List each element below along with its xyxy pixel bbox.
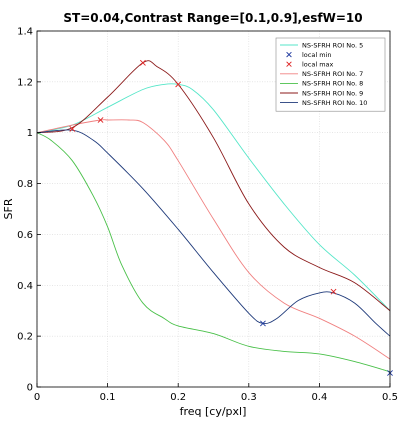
y-tick-label: 0.8 (17, 179, 33, 190)
local-max-marker (97, 117, 104, 123)
legend-entry: NS-SFRH ROI No. 8 (280, 80, 363, 88)
x-axis-label: freq [cy/pxl] (180, 405, 247, 418)
series-line-roi-9 (36, 60, 391, 312)
y-axis-label: SFR (2, 198, 15, 219)
plot-area-frame (36, 30, 391, 388)
local-max-marker (330, 288, 337, 295)
chart-title: ST=0.04,Contrast Range=[0.1,0.9],esfW=10 (63, 11, 362, 25)
x-tick-label: 0.4 (311, 392, 327, 403)
y-tick-label: 0.4 (17, 281, 33, 292)
x-tick-label: 0.1 (100, 392, 116, 403)
series-line-roi-7 (36, 119, 391, 360)
local-max-marker (175, 81, 182, 88)
legend-entry: local min (286, 51, 331, 59)
legend-label: local min (302, 51, 331, 59)
x-tick-label: 0 (34, 392, 40, 403)
x-tick-label: 0.2 (170, 392, 186, 403)
marker-layer (69, 59, 393, 376)
series-line-roi-5 (36, 83, 391, 312)
legend-label: NS-SFRH ROI No. 5 (302, 41, 363, 49)
legend-marker-swatch (286, 61, 292, 67)
local-max-marker (139, 59, 146, 66)
legend-entry: local max (286, 61, 334, 69)
legend-box (275, 37, 386, 112)
legend-entry: NS-SFRH ROI No. 9 (280, 89, 363, 97)
y-tick-label: 0.2 (17, 332, 33, 343)
y-tick-label: 1 (27, 128, 33, 139)
legend-label: NS-SFRH ROI No. 8 (302, 80, 363, 88)
legend-label: NS-SFRH ROI No. 7 (302, 70, 363, 78)
series-line-roi-8 (36, 132, 391, 373)
legend-marker-swatch (286, 51, 292, 58)
x-tick-label: 0.3 (241, 392, 257, 403)
legend-entry: NS-SFRH ROI No. 7 (280, 70, 363, 78)
y-tick-label: 0 (27, 383, 33, 394)
y-tick-label: 1.2 (17, 77, 33, 88)
legend-entry: NS-SFRH ROI No. 10 (280, 99, 367, 107)
series-layer (36, 60, 391, 373)
x-tick-label: 0.5 (382, 392, 398, 403)
y-tick-label: 1.4 (17, 27, 33, 38)
y-tick-label: 0.6 (17, 230, 33, 241)
legend-label: local max (302, 61, 334, 69)
legend-entry: NS-SFRH ROI No. 5 (280, 41, 363, 49)
local-max-marker (69, 125, 76, 132)
series-line-roi-10 (36, 129, 391, 337)
legend-label: NS-SFRH ROI No. 9 (302, 89, 363, 97)
axis-ticks: 0 0.1 0.2 0.3 0.4 0.5 0 0.2 0.4 0.6 0.8 1 1.2 1.4 (17, 27, 398, 404)
local-min-marker (260, 320, 266, 327)
legend-label: NS-SFRH ROI No. 10 (302, 99, 367, 107)
